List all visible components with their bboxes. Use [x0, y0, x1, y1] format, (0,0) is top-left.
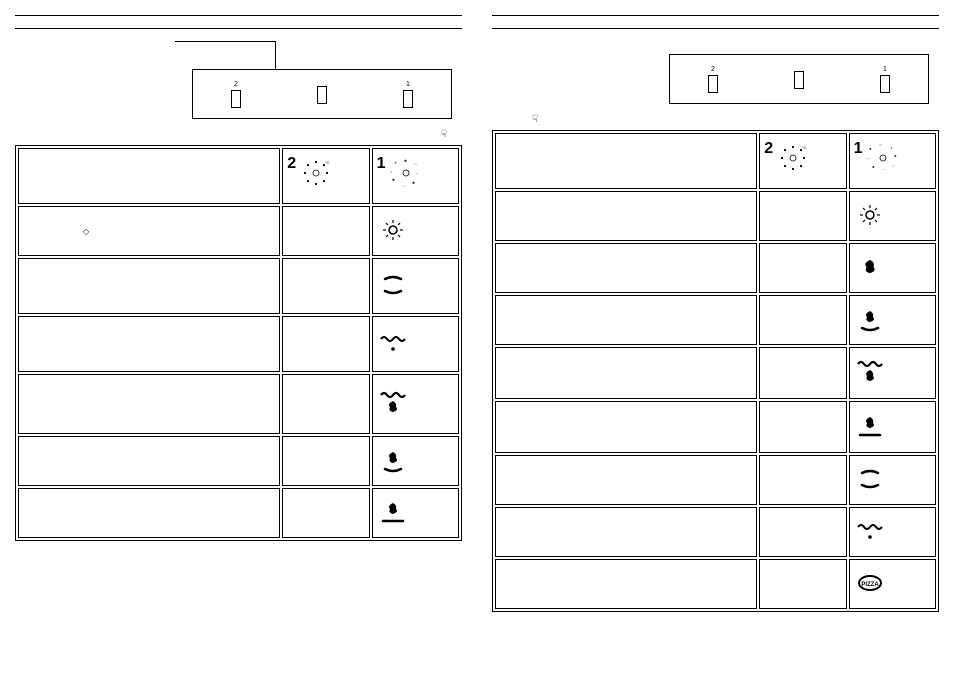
func-icon-cell	[372, 206, 459, 256]
func-desc	[495, 243, 757, 293]
knob-slot	[794, 69, 804, 89]
func-dial-icon	[865, 140, 901, 176]
func-icon-cell	[849, 455, 936, 505]
knob-label: 1	[883, 66, 887, 73]
func-icon-cell	[849, 191, 936, 241]
func-desc	[495, 401, 757, 453]
knob-slot: 1	[880, 66, 890, 93]
func-temp	[282, 316, 369, 372]
func-icon-cell	[849, 243, 936, 293]
func-desc	[18, 258, 280, 314]
func-desc	[18, 316, 280, 372]
grill-fan-icon	[854, 356, 886, 388]
func-desc: ◇	[18, 206, 280, 256]
func-desc	[495, 559, 757, 609]
func-temp	[759, 243, 846, 293]
fan-bottom-icon	[854, 303, 886, 335]
func-desc	[495, 347, 757, 399]
dial-number: 1	[854, 140, 863, 158]
light-icon	[854, 199, 886, 231]
func-desc	[18, 374, 280, 434]
knob-label: 1	[406, 81, 410, 88]
func-desc	[495, 455, 757, 505]
func-icon-cell	[849, 507, 936, 557]
dial-number: 2	[764, 140, 773, 158]
func-desc	[495, 295, 757, 345]
pizza-icon	[854, 567, 886, 599]
func-icon-cell	[372, 258, 459, 314]
dial-number: 2	[287, 155, 296, 173]
header-rule	[492, 15, 939, 16]
grill-fan-icon	[377, 387, 409, 419]
light-icon	[377, 214, 409, 246]
knob-icon	[794, 71, 804, 89]
func-icon-cell	[372, 316, 459, 372]
knob-label: 2	[711, 66, 715, 73]
grill-dot-icon	[377, 327, 409, 359]
func-desc	[495, 507, 757, 557]
hand-pointer-icon: ☟	[532, 114, 538, 125]
fan-under-icon	[377, 496, 409, 528]
func-icon-cell	[372, 436, 459, 486]
page-right: 2 1 ☟ 2 1	[492, 15, 939, 676]
knob-icon	[317, 86, 327, 104]
knob-slot	[317, 84, 327, 104]
hand-pointer-icon: ☟	[441, 129, 447, 140]
func-icon-cell	[849, 559, 936, 609]
fan-icon	[854, 251, 886, 283]
func-temp	[282, 258, 369, 314]
temp-dial-icon	[775, 140, 811, 176]
header-func-dial: 1	[372, 148, 459, 204]
func-temp	[759, 347, 846, 399]
function-table: 2 1 ◇	[15, 145, 462, 541]
func-desc	[495, 191, 757, 241]
fan-bottom-icon	[377, 444, 409, 476]
header-temp-dial: 2	[282, 148, 369, 204]
header-desc	[495, 133, 757, 189]
both-elements-icon	[377, 269, 409, 301]
func-desc	[18, 488, 280, 538]
knob-slot: 2	[708, 66, 718, 93]
func-temp	[759, 507, 846, 557]
control-panel-diagram: 2 1	[492, 54, 939, 104]
function-table: 2 1	[492, 130, 939, 612]
both-elements-icon	[854, 463, 886, 495]
knob-icon	[708, 75, 718, 93]
knob-icon	[880, 75, 890, 93]
header-temp-dial: 2	[759, 133, 846, 189]
func-temp	[282, 488, 369, 538]
header-desc	[18, 148, 280, 204]
header-func-dial: 1	[849, 133, 936, 189]
func-icon-cell	[849, 295, 936, 345]
func-temp	[282, 374, 369, 434]
knob-slot: 2	[231, 81, 241, 108]
func-dial-icon	[388, 155, 424, 191]
header-rule	[15, 28, 462, 29]
func-temp	[759, 295, 846, 345]
func-temp	[759, 401, 846, 453]
func-temp	[282, 206, 369, 256]
func-icon-cell	[372, 488, 459, 538]
header-rule	[492, 28, 939, 29]
func-temp	[759, 455, 846, 505]
func-temp	[759, 559, 846, 609]
page-left: 2 1 ☟ 2 1	[15, 15, 462, 676]
temp-dial-icon	[298, 155, 334, 191]
header-rule	[15, 15, 462, 16]
func-icon-cell	[372, 374, 459, 434]
func-icon-cell	[849, 401, 936, 453]
knob-icon	[403, 90, 413, 108]
control-panel-diagram: 2 1	[15, 69, 462, 119]
func-desc	[18, 436, 280, 486]
fan-under-icon	[854, 410, 886, 442]
func-icon-cell	[849, 347, 936, 399]
knob-label: 2	[234, 81, 238, 88]
grill-dot-icon	[854, 515, 886, 547]
knob-slot: 1	[403, 81, 413, 108]
knob-icon	[231, 90, 241, 108]
diamond-marker: ◇	[83, 227, 89, 236]
func-temp	[282, 436, 369, 486]
func-temp	[759, 191, 846, 241]
dial-number: 1	[377, 155, 386, 173]
